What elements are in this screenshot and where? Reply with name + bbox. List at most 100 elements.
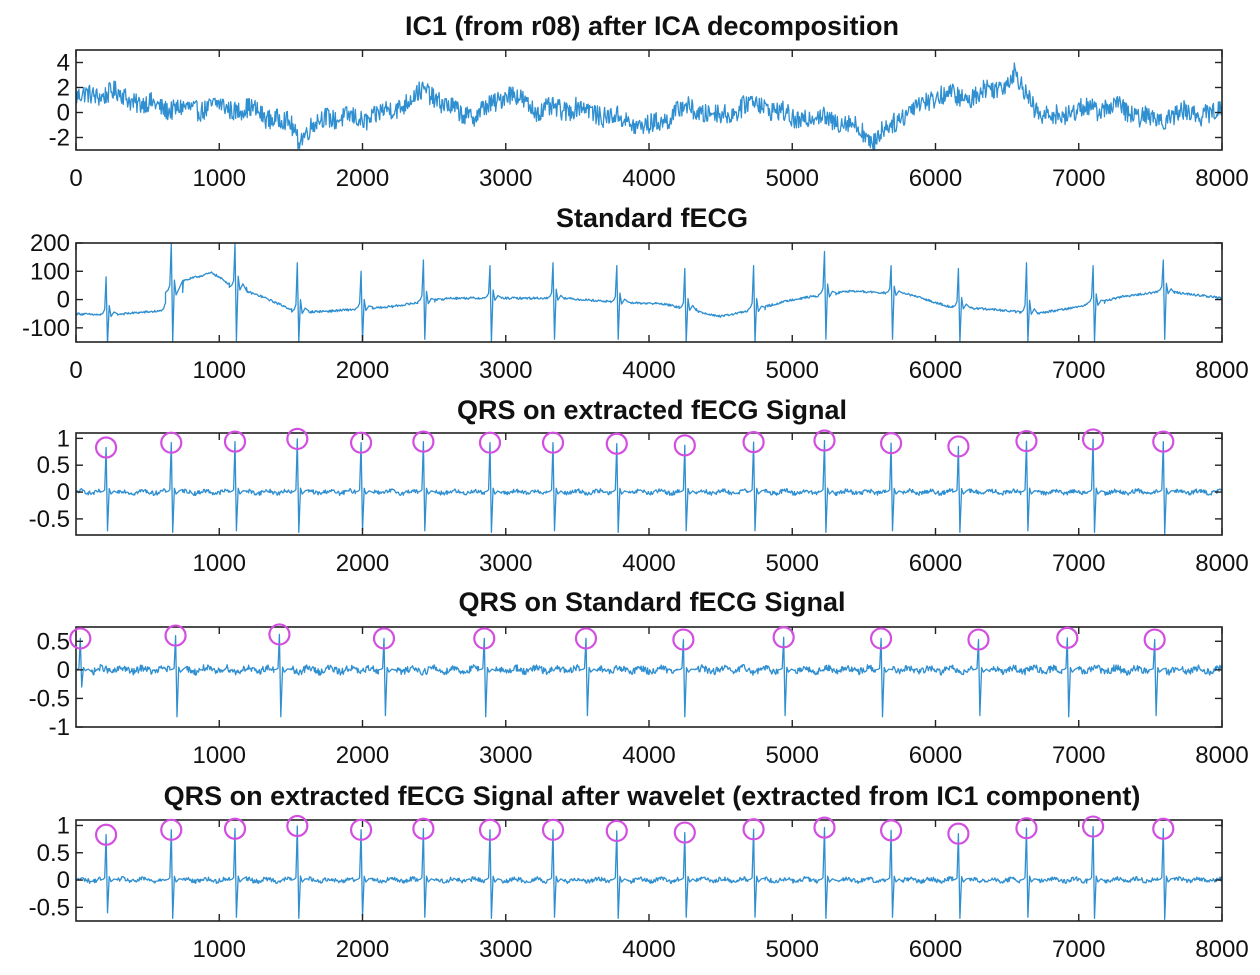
qrs-marker	[372, 627, 396, 650]
qrs-marker	[605, 819, 628, 843]
x-tick-label: 0	[69, 357, 82, 384]
qrs-marker	[1143, 628, 1166, 651]
y-tick-label: 100	[30, 258, 70, 285]
x-tick-label: 2000	[336, 357, 389, 384]
qrs-marker	[947, 435, 970, 458]
qrs-marker	[223, 430, 247, 453]
qrs-marker	[967, 628, 990, 651]
signal-line	[76, 825, 1222, 921]
qrs-marker	[742, 431, 765, 454]
x-tick-label: 8000	[1195, 165, 1248, 192]
x-tick-label: 8000	[1195, 742, 1248, 769]
x-tick-label: 6000	[909, 357, 962, 384]
y-tick-label: 1	[57, 425, 70, 452]
qrs-marker	[286, 427, 309, 451]
y-tick-label: 0	[57, 657, 70, 684]
qrs-marker	[673, 821, 696, 844]
y-tick-label: -0.5	[29, 894, 70, 921]
x-tick-label: 0	[69, 165, 82, 192]
y-tick-label: 2	[57, 75, 70, 102]
x-tick-label: 4000	[622, 742, 675, 769]
panel-ic1: IC1 (from r08) after ICA decomposition 0…	[49, 11, 1249, 192]
y-tick-label: -0.5	[29, 506, 70, 533]
x-tick-label: 5000	[766, 550, 819, 577]
x-tick-label: 7000	[1052, 936, 1105, 963]
x-tick-label: 8000	[1195, 936, 1248, 963]
qrs-marker	[478, 818, 502, 841]
panel-qrs-standard: QRS on Standard fECG Signal 1000 2000 3000…	[29, 587, 1249, 769]
y-tick-label: 4	[57, 50, 70, 77]
x-tick-label: 6000	[909, 165, 962, 192]
x-tick-label: 5000	[766, 936, 819, 963]
qrs-marker	[94, 823, 118, 846]
x-tick-label: 3000	[479, 742, 532, 769]
x-tick-label: 7000	[1052, 550, 1105, 577]
panel-title: Standard fECG	[556, 203, 748, 233]
qrs-marker	[947, 822, 970, 845]
x-tick-label: 4000	[622, 550, 675, 577]
qrs-marker	[672, 628, 695, 651]
qrs-marker	[349, 431, 373, 454]
x-tick-label: 7000	[1052, 742, 1105, 769]
x-tick-label: 4000	[622, 357, 675, 384]
qrs-marker	[574, 627, 598, 650]
axes-frame	[75, 626, 1223, 728]
qrs-marker	[164, 624, 187, 647]
qrs-marker	[879, 432, 903, 455]
qrs-marker	[478, 431, 502, 454]
qrs-marker	[349, 818, 373, 841]
qrs-marker	[541, 431, 565, 454]
x-tick-label: 2000	[336, 742, 389, 769]
x-tick-label: 8000	[1195, 357, 1248, 384]
x-tick-label: 3000	[479, 165, 532, 192]
qrs-marker	[94, 436, 118, 459]
qrs-marker	[160, 818, 183, 841]
qrs-marker	[473, 627, 496, 650]
y-tick-label: -0.5	[29, 685, 70, 712]
x-tick-label: 5000	[766, 742, 819, 769]
qrs-marker	[813, 429, 836, 452]
signal-line	[76, 633, 1222, 718]
x-tick-label: 4000	[622, 936, 675, 963]
y-tick-label: 0.5	[37, 840, 70, 867]
x-tick-label: 3000	[479, 550, 532, 577]
x-tick-label: 1000	[193, 357, 246, 384]
y-tick-label: 200	[30, 230, 70, 257]
x-tick-label: 1000	[193, 165, 246, 192]
panel-qrs-extracted: QRS on extracted fECG Signal 1000 2000 300…	[29, 395, 1249, 577]
qrs-marker	[412, 817, 435, 840]
y-tick-label: -1	[49, 714, 70, 741]
x-tick-label: 8000	[1195, 550, 1248, 577]
qrs-marker	[673, 434, 696, 457]
y-tick-label: 1	[57, 812, 70, 839]
x-tick-label: 6000	[909, 936, 962, 963]
qrs-marker	[869, 627, 893, 650]
y-tick-label: -100	[22, 315, 70, 342]
panel-title: QRS on Standard fECG Signal	[458, 587, 845, 617]
signal-line	[76, 62, 1222, 150]
qrs-marker	[160, 431, 183, 454]
x-tick-label: 6000	[909, 550, 962, 577]
panel-title: QRS on extracted fECG Signal	[457, 395, 847, 425]
qrs-marker	[541, 818, 565, 841]
qrs-marker	[1152, 430, 1175, 453]
x-tick-label: 5000	[766, 357, 819, 384]
qrs-marker	[772, 626, 795, 649]
x-tick-label: 6000	[909, 742, 962, 769]
qrs-marker	[268, 623, 291, 646]
qrs-marker	[742, 818, 765, 841]
y-tick-label: 0.5	[37, 628, 70, 655]
x-tick-label: 3000	[479, 936, 532, 963]
panel-qrs-wavelet: QRS on extracted fECG Signal after wavel…	[29, 781, 1249, 963]
qrs-marker	[1081, 428, 1105, 451]
x-tick-label: 3000	[479, 357, 532, 384]
y-tick-label: 0	[57, 479, 70, 506]
y-tick-label: 0	[57, 287, 70, 314]
signal-line	[76, 243, 1222, 342]
x-tick-label: 7000	[1052, 165, 1105, 192]
qrs-marker	[879, 819, 903, 842]
y-tick-label: 0	[57, 867, 70, 894]
qrs-marker	[69, 627, 92, 650]
y-tick-label: -2	[49, 125, 70, 152]
